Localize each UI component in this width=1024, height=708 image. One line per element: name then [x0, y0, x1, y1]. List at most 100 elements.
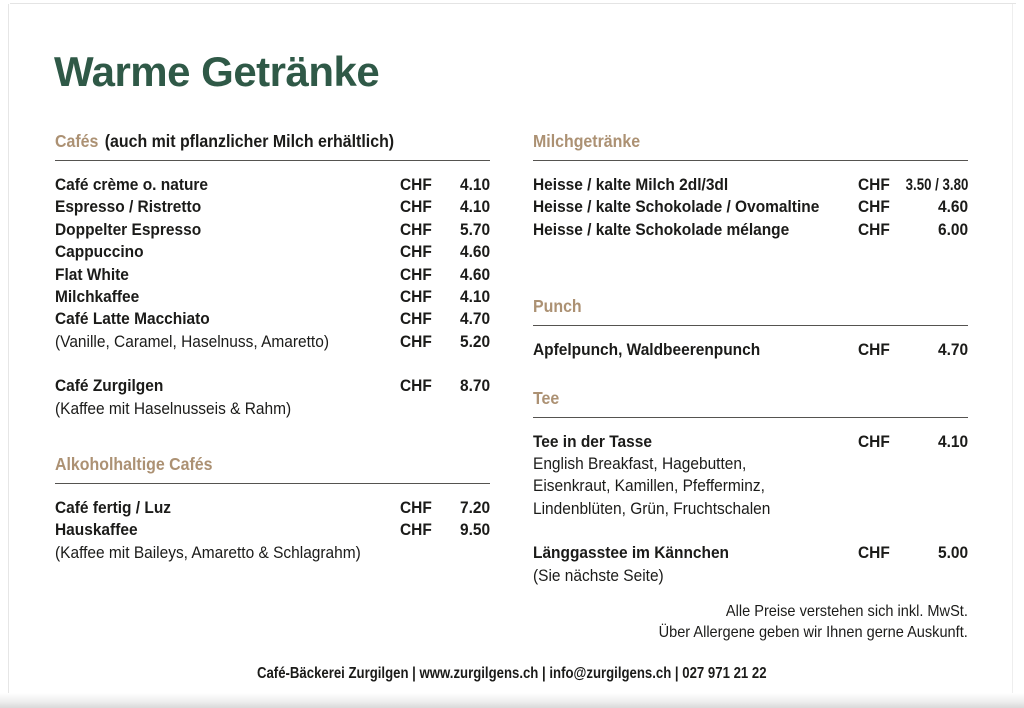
menu-item-row: Hauskaffee CHF 9.50 — [55, 519, 490, 541]
item-name: Apfelpunch, Waldbeerenpunch — [533, 340, 761, 360]
menu-item-row: Länggasstee im Kännchen CHF 5.00 — [533, 542, 968, 564]
section-heading-cafes: Cafés (auch mit pflanzlicher Milch erhält… — [55, 131, 490, 161]
currency-label: CHF — [858, 219, 890, 239]
item-price: 7.20 — [459, 497, 490, 517]
item-name: Café Zurgilgen — [55, 376, 164, 396]
item-description: (Kaffee mit Baileys, Amaretto & Schlagra… — [55, 542, 361, 562]
item-price: 6.00 — [937, 219, 968, 239]
note-line-allergens: Über Allergene geben wir Ihnen gerne Aus… — [658, 624, 968, 642]
item-name: Café crème o. nature — [55, 175, 209, 194]
currency-label: CHF — [858, 431, 890, 451]
item-price: 4.60 — [937, 197, 968, 217]
item-name: Hauskaffee — [55, 520, 138, 540]
section-cafes: Cafés (auch mit pflanzlicher Milch erhält… — [55, 131, 490, 420]
section-heading-alkoholhaltige: Alkoholhaltige Cafés — [55, 454, 490, 484]
item-price: 8.70 — [459, 376, 490, 396]
section-heading-tee: Tee — [533, 388, 968, 418]
currency-label: CHF — [858, 543, 890, 563]
section-heading-accent: Alkoholhaltige Cafés — [55, 453, 213, 474]
item-name: Doppelter Espresso — [55, 219, 202, 239]
item-price: 9.50 — [459, 520, 490, 540]
currency-label: CHF — [400, 376, 432, 396]
currency-label: CHF — [400, 497, 432, 517]
menu-item-row: Café Latte Macchiato CHF 4.70 — [55, 308, 490, 330]
section-tee: Tee Tee in der Tasse CHF 4.10 English Br… — [533, 388, 968, 587]
menu-item-row: Lindenblüten, Grün, Fruchtschalen — [533, 498, 968, 520]
menu-column-right: Milchgetränke Heisse / kalte Milch 2dl/3… — [533, 131, 968, 644]
section-heading-milchgetraenke: Milchgetränke — [533, 131, 968, 161]
note-line-vat: Alle Preise verstehen sich inkl. MwSt. — [726, 602, 968, 620]
currency-label: CHF — [858, 340, 890, 360]
section-punch: Punch Apfelpunch, Waldbeerenpunch CHF 4.… — [533, 296, 968, 361]
item-name: Café Latte Macchiato — [55, 309, 210, 329]
menu-item-row: Heisse / kalte Schokolade / Ovomaltine C… — [533, 196, 968, 218]
section-heading-punch: Punch — [533, 296, 968, 327]
item-price: 5.00 — [937, 543, 968, 563]
item-description: (Kaffee mit Haselnusseis & Rahm) — [55, 398, 292, 418]
menu-item-row: Café fertig / Luz CHF 7.20 — [55, 497, 490, 519]
menu-item-row: Heisse / kalte Milch 2dl/3dl CHF 3.50 / … — [533, 174, 968, 196]
item-name: Cappuccino — [55, 242, 144, 262]
item-name: Länggasstee im Kännchen — [533, 543, 730, 563]
item-name: Espresso / Ristretto — [55, 197, 202, 217]
currency-label: CHF — [400, 286, 432, 306]
page-edge-bottom — [0, 693, 1024, 708]
item-name: Tee in der Tasse — [533, 431, 652, 451]
menu-item-row: Doppelter Espresso CHF 5.70 — [55, 219, 490, 241]
page-title: Warme Getränke — [54, 48, 380, 95]
menu-item-row: (Sie nächste Seite) — [533, 565, 968, 587]
menu-item-row: Tee in der Tasse CHF 4.10 — [533, 431, 968, 453]
page-edge-right — [1012, 4, 1013, 694]
menu-item-row: Milchkaffee CHF 4.10 — [55, 286, 490, 308]
contact-footer-text: Café-Bäckerei Zurgilgen | www.zurgilgens… — [257, 665, 767, 682]
section-heading-accent: Milchgetränke — [533, 131, 641, 151]
item-price: 4.70 — [937, 340, 968, 360]
section-alkoholhaltige-cafes: Alkoholhaltige Cafés Café fertig / Luz C… — [55, 454, 490, 564]
menu-column-left: Cafés (auch mit pflanzlicher Milch erhält… — [55, 131, 490, 564]
menu-item-row: (Kaffee mit Haselnusseis & Rahm) — [55, 398, 490, 420]
section-heading-accent: Punch — [533, 296, 582, 317]
item-price: 5.70 — [459, 219, 490, 239]
item-price: 3.50 / 3.80 — [905, 175, 968, 194]
item-description: (Sie nächste Seite) — [533, 565, 664, 585]
currency-label: CHF — [400, 264, 432, 284]
item-price: 4.70 — [459, 309, 490, 329]
menu-item-row: English Breakfast, Hagebutten, — [533, 453, 968, 475]
item-description: English Breakfast, Hagebutten, — [533, 453, 747, 473]
item-price: 5.20 — [459, 331, 490, 351]
currency-label: CHF — [400, 520, 432, 540]
menu-item-row: Espresso / Ristretto CHF 4.10 — [55, 196, 490, 218]
item-name: Heisse / kalte Schokolade / Ovomaltine — [533, 197, 820, 217]
item-price: 4.60 — [459, 264, 490, 284]
currency-label: CHF — [400, 309, 432, 329]
currency-label: CHF — [400, 242, 432, 262]
item-name: Heisse / kalte Schokolade mélange — [533, 219, 790, 239]
item-name: Heisse / kalte Milch 2dl/3dl — [533, 175, 729, 194]
menu-item-row: Apfelpunch, Waldbeerenpunch CHF 4.70 — [533, 339, 968, 361]
currency-label: CHF — [400, 219, 432, 239]
item-price: 4.60 — [459, 242, 490, 262]
currency-label: CHF — [400, 175, 432, 194]
item-price: 4.10 — [459, 286, 490, 306]
item-description: Lindenblüten, Grün, Fruchtschalen — [533, 498, 771, 518]
section-heading-accent: Tee — [533, 387, 560, 408]
item-variant-note: (Vanille, Caramel, Haselnuss, Amaretto) — [55, 331, 329, 351]
item-name: Café fertig / Luz — [55, 497, 172, 517]
menu-item-row: (Vanille, Caramel, Haselnuss, Amaretto) … — [55, 331, 490, 353]
currency-label: CHF — [400, 331, 432, 351]
currency-label: CHF — [400, 197, 432, 217]
menu-item-row: Eisenkraut, Kamillen, Pfefferminz, — [533, 475, 968, 497]
contact-footer: Café-Bäckerei Zurgilgen | www.zurgilgens… — [0, 664, 1024, 684]
menu-item-row: Heisse / kalte Schokolade mélange CHF 6.… — [533, 219, 968, 241]
item-name: Milchkaffee — [55, 286, 140, 306]
section-heading-note: (auch mit pflanzlicher Milch erhältlich) — [104, 131, 395, 151]
menu-item-row: Café crème o. nature CHF 4.10 — [55, 174, 490, 196]
menu-item-row: Café Zurgilgen CHF 8.70 — [55, 375, 490, 397]
page-edge-left — [8, 4, 9, 694]
menu-item-row: (Kaffee mit Baileys, Amaretto & Schlagra… — [55, 542, 490, 564]
menu-item-row: Cappuccino CHF 4.60 — [55, 241, 490, 263]
item-price: 4.10 — [459, 197, 490, 217]
currency-label: CHF — [858, 175, 890, 194]
item-description: Eisenkraut, Kamillen, Pfefferminz, — [533, 476, 765, 496]
